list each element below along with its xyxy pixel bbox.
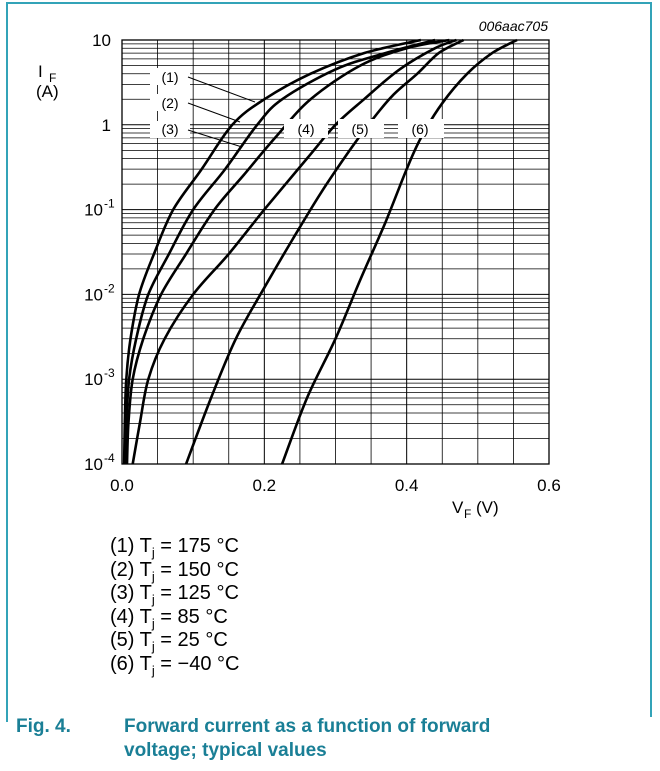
legend-item: (2) Tj = 150 °C bbox=[110, 558, 239, 584]
curve-label-background bbox=[150, 121, 190, 138]
x-axis-label-subscript: F bbox=[464, 507, 471, 521]
curve-label: (2) bbox=[161, 95, 178, 111]
caption-text: Forward current as a function of forward… bbox=[124, 716, 491, 761]
chart: (1)(2)(3) (4) (5) (6) 006aac70510-410-310-2… bbox=[36, 18, 561, 521]
legend-item: (5) Tj = 25 °C bbox=[110, 629, 228, 654]
series-line bbox=[123, 38, 436, 465]
curve-label-background bbox=[398, 119, 444, 138]
x-tick-label: 0.4 bbox=[395, 476, 419, 495]
curve-label-background bbox=[284, 119, 328, 138]
plot-border bbox=[121, 39, 550, 465]
y-axis-unit: (A) bbox=[36, 82, 59, 101]
y-tick-exponent: -3 bbox=[104, 366, 115, 380]
caption-number: Fig. 4. bbox=[16, 716, 71, 737]
curve-label-leader bbox=[187, 129, 243, 148]
legend-item: (1) Tj = 175 °C bbox=[110, 535, 239, 560]
curve-label-background bbox=[338, 119, 384, 138]
curve-label: (1) bbox=[161, 69, 178, 85]
y-tick-label: 10 bbox=[84, 201, 103, 220]
series-line bbox=[125, 38, 450, 465]
curve-label-leader bbox=[187, 76, 256, 103]
curve-label: (4) bbox=[297, 121, 314, 137]
chart-labels: (1) (2) (3) (4) (5) (6) bbox=[150, 68, 444, 148]
y-tick-label: 10 bbox=[84, 370, 103, 389]
x-tick-label: 0.0 bbox=[110, 476, 134, 495]
series-line bbox=[184, 38, 465, 465]
curve-label-background bbox=[150, 68, 190, 85]
curve-label-leader bbox=[187, 102, 241, 123]
series-line bbox=[131, 38, 457, 465]
figure-frame bbox=[6, 2, 652, 722]
y-tick-label: 1 bbox=[102, 116, 111, 135]
y-tick-exponent: -4 bbox=[104, 451, 115, 465]
series-line bbox=[280, 38, 518, 465]
y-tick-exponent: -1 bbox=[104, 197, 115, 211]
legend-item: (3) Tj = 125 °C bbox=[110, 582, 239, 607]
x-axis-label: V bbox=[452, 498, 464, 517]
legend: (1) Tj = 175 °C (2) Tj = 150 °C (3) Tj =… bbox=[110, 535, 240, 678]
curve-label: (5) bbox=[351, 121, 368, 137]
legend-item: (6) Tj = −40 °C bbox=[110, 652, 240, 678]
legend-item: (4) Tj = 85 °C bbox=[110, 605, 228, 631]
y-axis-label-subscript: F bbox=[49, 71, 56, 85]
figure-code: 006aac705 bbox=[479, 18, 549, 34]
chart-curves bbox=[122, 38, 518, 465]
y-axis-label: I bbox=[38, 62, 43, 81]
curve-label-background bbox=[150, 94, 190, 111]
y-tick-label: 10 bbox=[84, 455, 103, 474]
x-axis-unit: (V) bbox=[476, 498, 499, 517]
series-line bbox=[122, 38, 422, 465]
figure-frame-right bbox=[650, 2, 652, 717]
curve-label: (6) bbox=[411, 121, 428, 137]
x-tick-label: 0.2 bbox=[253, 476, 277, 495]
y-tick-label: 10 bbox=[84, 285, 103, 304]
curve-label: (3) bbox=[161, 121, 178, 137]
y-tick-exponent: -2 bbox=[104, 281, 115, 295]
y-tick-label: 10 bbox=[92, 31, 111, 50]
x-tick-label: 0.6 bbox=[537, 476, 561, 495]
